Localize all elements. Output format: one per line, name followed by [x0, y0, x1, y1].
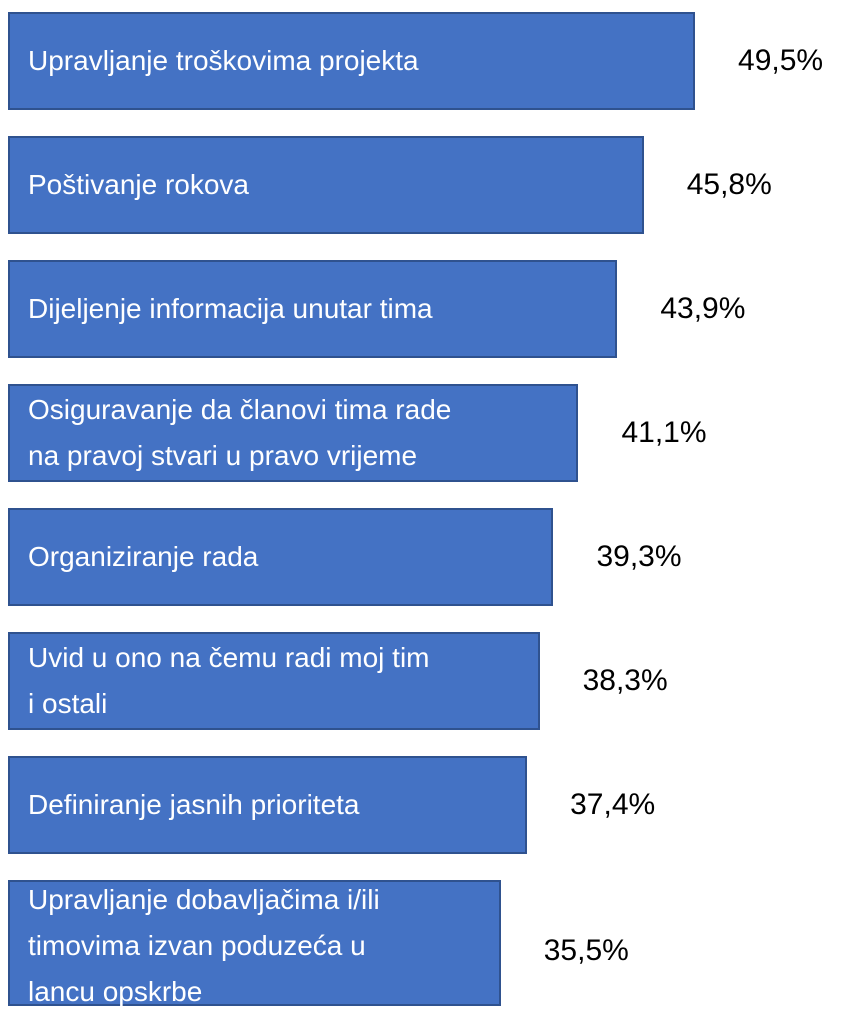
- bar-label: Definiranje jasnih prioriteta: [28, 789, 360, 820]
- bar: Osiguravanje da članovi tima rade na pra…: [8, 384, 579, 482]
- bar: Definiranje jasnih prioriteta: [8, 756, 528, 854]
- bar: Uvid u ono na čemu radi moj tim i ostali: [8, 632, 540, 730]
- value-label: 35,5%: [543, 934, 629, 967]
- bar: Organiziranje rada: [8, 508, 554, 606]
- bar-label: Poštivanje rokova: [28, 169, 250, 200]
- bar: Upravljanje dobavljačima i/ili timovima …: [8, 880, 501, 1007]
- bar-label: Upravljanje dobavljačima i/ili timovima …: [28, 884, 380, 1007]
- bar: Dijeljenje informacija unutar tima: [8, 260, 618, 358]
- bar: Upravljanje troškovima projekta: [8, 12, 696, 110]
- bar: Poštivanje rokova: [8, 136, 644, 234]
- value-label: 38,3%: [582, 664, 668, 697]
- value-label: 45,8%: [686, 168, 772, 201]
- bar-label: Dijeljenje informacija unutar tima: [28, 293, 433, 324]
- value-label: 43,9%: [660, 292, 746, 325]
- value-label: 37,4%: [570, 788, 656, 821]
- bar-label: Uvid u ono na čemu radi moj tim i ostali: [28, 642, 430, 719]
- bar-label: Osiguravanje da članovi tima rade na pra…: [28, 394, 452, 471]
- bar-label: Organiziranje rada: [28, 541, 259, 572]
- bar-label: Upravljanje troškovima projekta: [28, 45, 419, 76]
- value-label: 39,3%: [596, 540, 682, 573]
- value-label: 49,5%: [738, 44, 824, 77]
- value-label: 41,1%: [621, 416, 707, 449]
